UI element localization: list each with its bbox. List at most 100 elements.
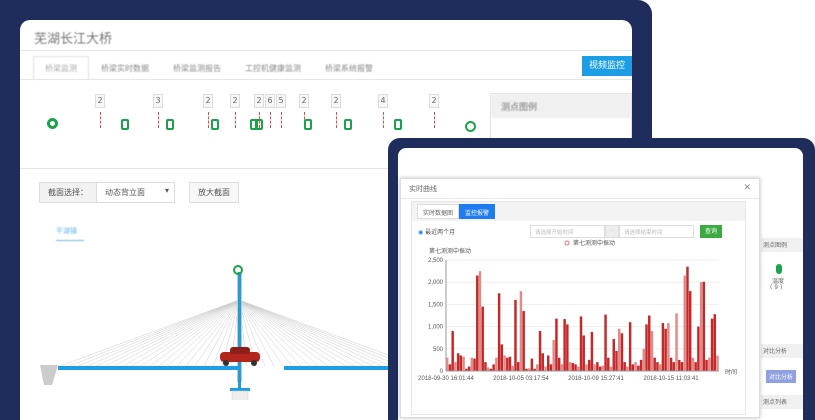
data-bar <box>547 355 550 371</box>
data-bar <box>492 364 495 371</box>
data-bar <box>626 366 629 371</box>
data-bar <box>667 323 670 371</box>
zoom-section-button[interactable]: 放大截面 <box>189 182 239 203</box>
data-bar <box>506 357 509 371</box>
data-bar <box>702 281 706 371</box>
start-time-input[interactable]: 请选择开始时间 <box>530 225 605 238</box>
y-tick-label: 1,000 <box>428 325 444 331</box>
data-bar <box>484 362 487 371</box>
vibration-chart: 第七测测中振动第七测测中振动时间05001,0001,5002,0002,500… <box>418 239 737 382</box>
data-bar <box>713 314 716 371</box>
data-bar <box>473 358 476 371</box>
strain-sensor-icon[interactable] <box>304 119 312 130</box>
data-bar <box>470 357 474 371</box>
data-bar <box>637 365 640 371</box>
data-bar <box>459 355 463 371</box>
modal-body: 实时数据图 监控报警 最近两个月 请选择开始时间 - 请选择结束时间 查询 <box>411 201 746 415</box>
data-bar <box>628 322 632 371</box>
sensor-count-badge: 2 <box>254 94 264 108</box>
data-bar <box>489 368 493 371</box>
x-axis-label: 时间 <box>725 368 737 376</box>
strain-sensor-icon[interactable] <box>166 119 174 130</box>
data-bar <box>593 364 596 371</box>
tab-ipc-health[interactable]: 工控机健康监测 <box>245 64 301 73</box>
legend-title: 测点图例 <box>491 94 631 118</box>
tab-alarm-monitor[interactable]: 监控报警 <box>459 204 496 219</box>
strain-sensor-icon[interactable] <box>121 119 129 130</box>
data-bar <box>500 344 504 371</box>
tab-realtime-data[interactable]: 桥梁实时数据 <box>101 64 149 73</box>
sensor-list-header: 测点列表 <box>761 395 803 409</box>
strain-sensor-icon[interactable] <box>211 119 219 130</box>
data-bar <box>642 348 646 371</box>
strain-sensor-icon[interactable] <box>255 119 263 130</box>
y-axis-label: 第七测测中振动 <box>429 247 471 255</box>
anchor-sensor-icon[interactable] <box>47 118 58 129</box>
close-icon[interactable]: ✕ <box>743 183 751 193</box>
last-two-months-radio[interactable]: 最近两个月 <box>418 227 455 236</box>
direction-text: 平湖镇 <box>56 227 77 235</box>
data-bar <box>634 362 637 371</box>
data-bar <box>467 366 471 371</box>
video-monitor-button[interactable]: 视频监控 <box>582 56 632 76</box>
tab-report[interactable]: 桥梁监测报告 <box>173 64 221 73</box>
data-bar <box>705 359 708 371</box>
section-marker <box>434 112 435 128</box>
range-separator: - <box>605 225 619 238</box>
data-bar <box>694 362 697 371</box>
data-bar <box>538 331 542 371</box>
data-bar <box>596 362 599 371</box>
data-bar <box>680 362 684 371</box>
end-time-input[interactable]: 请选择结束时间 <box>619 225 694 238</box>
section-select[interactable]: 动态背立面 <box>97 182 175 203</box>
side-header: 测点图例 <box>761 238 803 252</box>
data-bar <box>699 282 703 371</box>
strain-sensor-icon[interactable] <box>394 119 402 130</box>
data-bar <box>691 357 695 371</box>
data-bar <box>568 362 572 371</box>
disabled-sensor-icon[interactable] <box>465 121 476 132</box>
data-bar <box>661 323 665 371</box>
legend-label: 第七测测中振动 <box>573 239 615 247</box>
tab-alarm[interactable]: 桥梁系统报警 <box>325 64 373 73</box>
section-marker <box>383 112 384 128</box>
data-bar <box>648 315 651 371</box>
data-bar <box>552 339 555 371</box>
data-bar <box>495 357 498 371</box>
main-tabs: 桥梁监测 桥梁实时数据 桥梁监测报告 工控机健康监测 桥梁系统报警 <box>33 56 385 81</box>
compare-header: 对比分析 <box>761 344 803 358</box>
query-button[interactable]: 查询 <box>700 225 722 238</box>
temp-label: 温度 <box>772 278 785 285</box>
data-bar <box>585 364 588 371</box>
tab-bridge-monitor[interactable]: 桥梁监测 <box>33 56 89 81</box>
strain-sensor-icon[interactable] <box>344 119 352 130</box>
data-bar <box>590 331 594 371</box>
data-bar <box>664 328 667 371</box>
data-bar <box>456 353 460 371</box>
realtime-curve-modal: 实时曲线 ✕ 实时数据图 监控报警 最近两个月 请选择开始时间 - 请选择结束时… <box>400 178 760 418</box>
data-bar <box>615 351 618 371</box>
data-bar <box>650 331 654 371</box>
section-marker <box>235 112 236 128</box>
data-bar <box>609 366 613 371</box>
sensor-count-badge: 2 <box>95 94 105 108</box>
y-tick-label: 0 <box>440 369 444 375</box>
data-bar <box>486 367 490 371</box>
sensor-count-badge: 5 <box>276 94 286 108</box>
data-bar <box>481 306 484 371</box>
data-bar <box>514 299 517 371</box>
data-bar <box>672 362 676 371</box>
data-bar <box>454 362 457 371</box>
data-bar <box>669 357 673 371</box>
data-bar <box>716 355 719 371</box>
data-bar <box>686 266 689 371</box>
temp-count: ( 9 ) <box>770 284 783 291</box>
data-bar <box>604 314 607 371</box>
data-bar <box>533 368 536 371</box>
compare-button[interactable]: 对比分析 <box>766 370 797 383</box>
tab-realtime-chart[interactable]: 实时数据图 <box>417 204 460 219</box>
data-bar <box>658 364 662 371</box>
strain-sensor-icon[interactable] <box>250 119 258 130</box>
data-bar <box>675 313 678 371</box>
data-bar <box>617 328 621 371</box>
